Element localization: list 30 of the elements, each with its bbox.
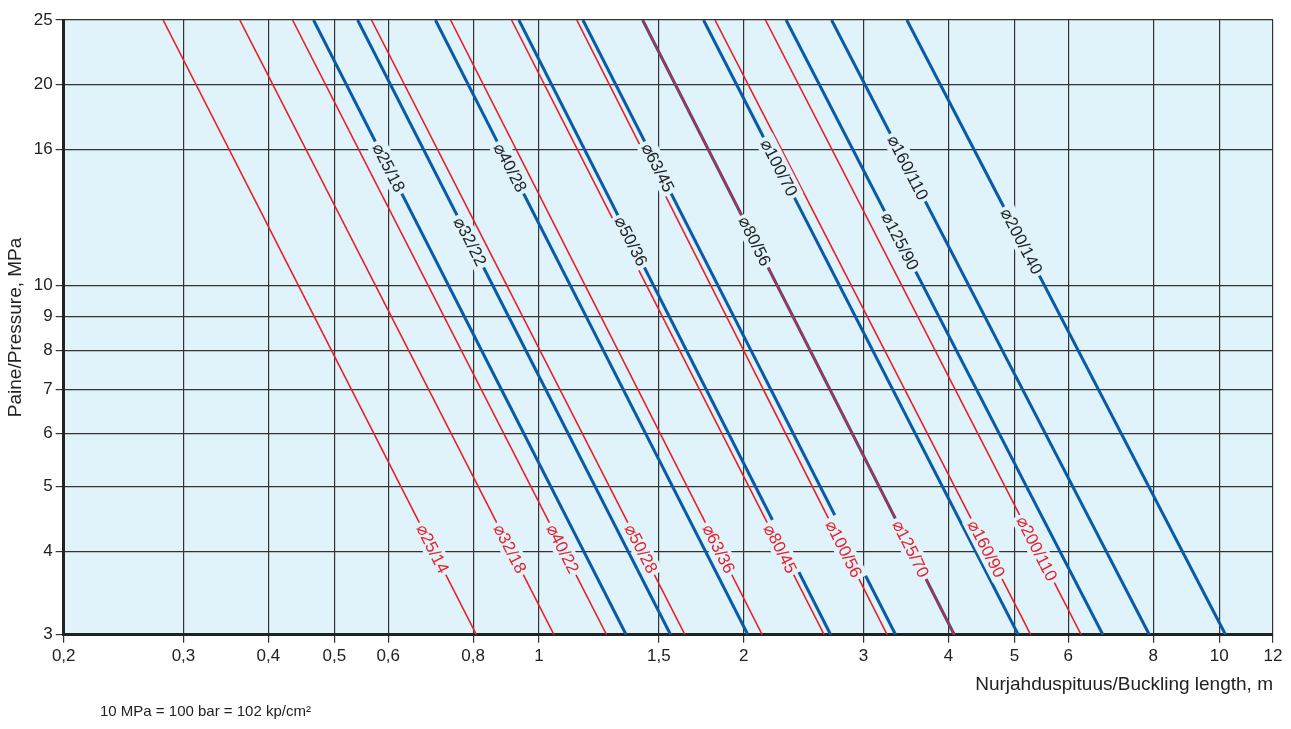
y-tick-label: 20: [33, 74, 53, 94]
x-tick-label: 12: [1263, 645, 1283, 665]
y-tick-label: 9: [43, 305, 53, 325]
y-tick-label: 7: [43, 378, 53, 398]
x-tick-label: 0,8: [461, 645, 485, 665]
x-tick-label: 0,3: [171, 645, 196, 665]
y-tick-label: 4: [43, 541, 53, 561]
y-tick-label: 8: [43, 340, 53, 360]
y-tick-label: 3: [43, 624, 53, 644]
x-tick-label: 1: [534, 645, 544, 665]
x-tick-label: 0,6: [376, 645, 401, 665]
x-tick-label: 0,5: [322, 645, 347, 665]
x-tick-label: 2: [739, 645, 749, 665]
x-tick-label: 10: [1209, 645, 1229, 665]
x-tick-label: 6: [1063, 645, 1074, 665]
y-tick-label: 10: [33, 275, 53, 295]
x-tick-label: 1,5: [647, 645, 671, 665]
x-tick-label: 0,2: [51, 645, 76, 665]
x-tick-label: 4: [943, 645, 954, 665]
x-tick-label: 3: [858, 645, 869, 665]
x-tick-label: 5: [1009, 645, 1020, 665]
y-tick-label: 6: [43, 423, 53, 443]
y-axis-title: Paine/Pressure, MPa: [3, 237, 25, 418]
y-tick-label: 25: [33, 9, 53, 29]
y-tick-label: 16: [33, 139, 53, 159]
x-tick-label: 8: [1148, 645, 1158, 665]
x-tick-label: 0,4: [256, 645, 281, 665]
x-axis-title: Nurjahduspituus/Buckling length, m: [975, 672, 1273, 694]
y-tick-label: 5: [43, 476, 53, 496]
text: 10 MPa = 100 bar = 102 kp/cm²: [100, 702, 311, 719]
